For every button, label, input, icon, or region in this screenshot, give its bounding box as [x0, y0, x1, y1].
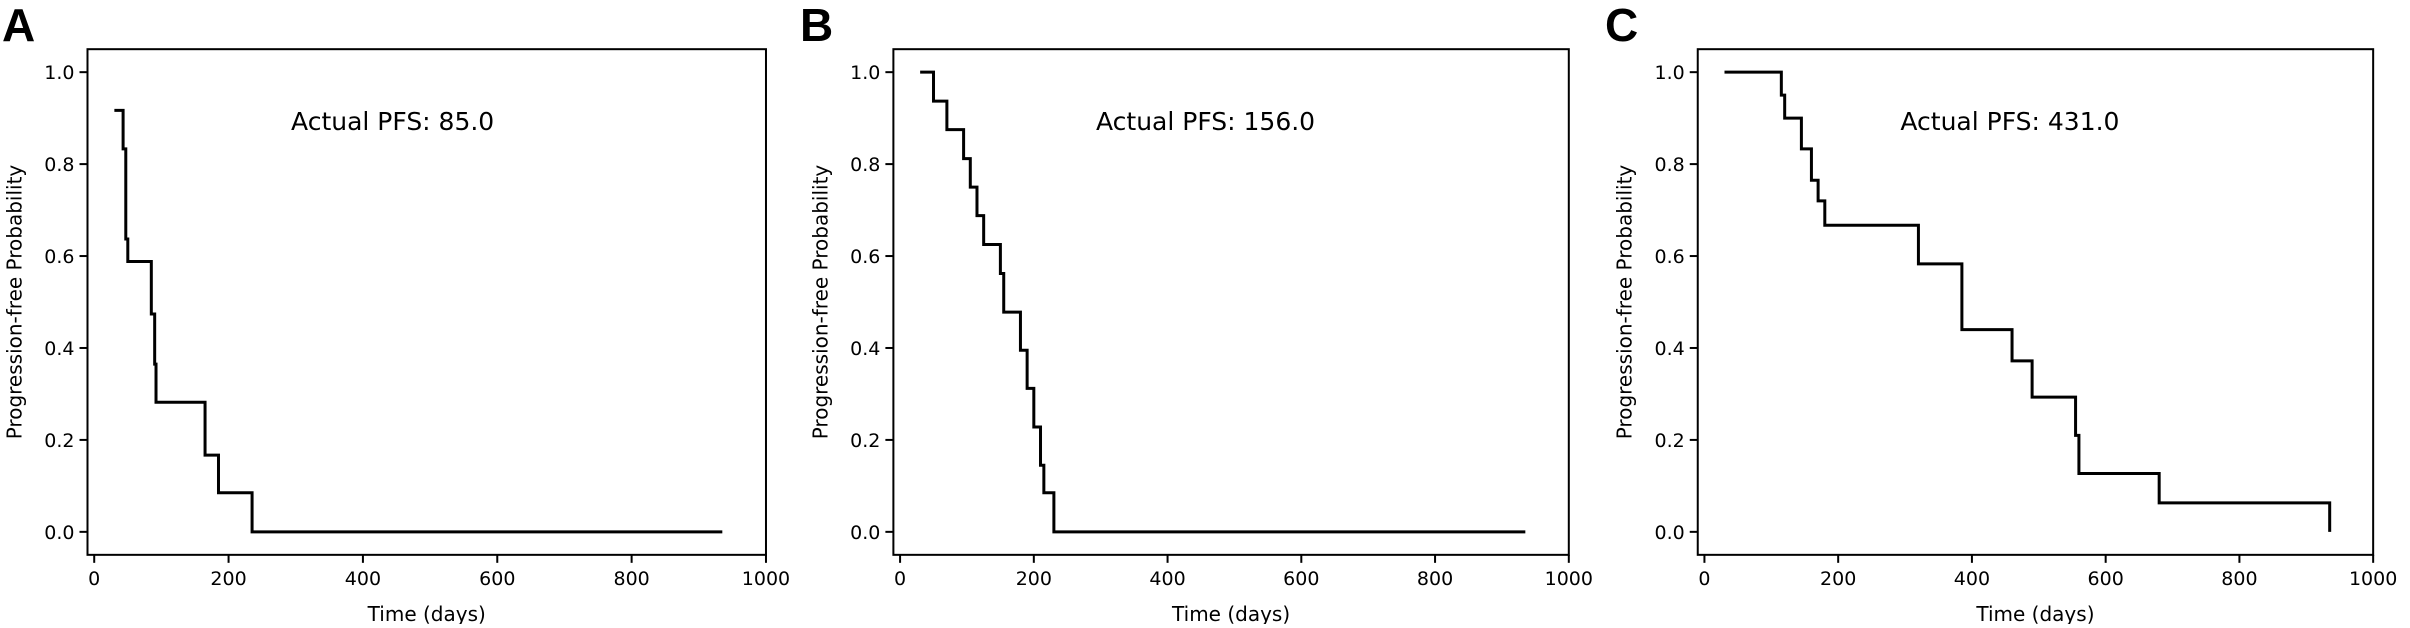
y-tick-label: 0.6	[1655, 246, 1685, 268]
y-tick-label: 0.2	[44, 430, 74, 452]
x-tick-label: 200	[1016, 568, 1052, 590]
km-chart-a: 0 200 400 600 800 1000 0.0 0.2 0.4 0.6 0.8 1.0 Time …	[0, 0, 800, 624]
y-tick-label: 1.0	[44, 62, 74, 84]
y-tick-label: 0.2	[1655, 430, 1685, 452]
y-tick-label: 0.2	[850, 430, 880, 452]
x-tick-label: 0	[894, 568, 906, 590]
y-axis-label: Progression-free Probability	[808, 165, 832, 440]
y-tick-label: 0.8	[850, 154, 880, 176]
y-tick-label: 0.4	[850, 338, 880, 360]
survival-curve	[920, 72, 1525, 532]
x-tick-label: 400	[345, 568, 381, 590]
x-tick-label: 200	[210, 568, 246, 590]
x-tick-label: 600	[479, 568, 515, 590]
y-tick-label: 0.0	[1655, 522, 1685, 544]
x-tick-label: 400	[1954, 568, 1990, 590]
x-tick-label: 800	[1417, 568, 1453, 590]
x-axis-label: Time (days)	[1171, 602, 1290, 624]
y-tick-label: 0.6	[44, 246, 74, 268]
km-chart-b: 0 200 400 600 800 1000 0.0 0.2 0.4 0.6 0.8 1.0 Time …	[800, 0, 1605, 624]
y-tick-label: 1.0	[850, 62, 880, 84]
y-tick-label: 1.0	[1655, 62, 1685, 84]
y-axis-label: Progression-free Probability	[2, 165, 26, 440]
x-tick-label: 600	[2088, 568, 2124, 590]
y-tick-label: 0.0	[850, 522, 880, 544]
x-axis-label: Time (days)	[367, 602, 486, 624]
x-tick-label: 600	[1283, 568, 1319, 590]
x-tick-label: 400	[1149, 568, 1185, 590]
actual-pfs-annotation: Actual PFS: 156.0	[1096, 107, 1315, 136]
x-tick-label: 0	[1698, 568, 1710, 590]
x-tick-label: 1000	[1545, 568, 1593, 590]
x-tick-label: 800	[613, 568, 649, 590]
panel-label-c: C	[1605, 2, 1638, 48]
x-tick-label: 200	[1820, 568, 1856, 590]
panel-label-b: B	[800, 2, 833, 48]
chart-panel-b: B 0 200 400 600 800 1000 0.0 0.2 0.4 0.6 0.8 1.0 Tim…	[800, 0, 1605, 624]
x-tick-label: 1000	[742, 568, 790, 590]
y-tick-label: 0.4	[1655, 338, 1685, 360]
y-tick-label: 0.0	[44, 522, 74, 544]
y-tick-label: 0.8	[1655, 154, 1685, 176]
survival-curve	[1724, 72, 2329, 532]
actual-pfs-annotation: Actual PFS: 431.0	[1900, 107, 2119, 136]
chart-panel-a: A 0 200 400 600 800 1000 0.0 0.2 0.4 0.6 0.8 1.0 Tim…	[0, 0, 800, 624]
y-axis-label: Progression-free Probability	[1613, 165, 1637, 440]
actual-pfs-annotation: Actual PFS: 85.0	[291, 107, 494, 136]
y-tick-label: 0.8	[44, 154, 74, 176]
chart-panel-c: C 0 200 400 600 800 1000 0.0 0.2 0.4 0.6 0.8 1.0 Tim…	[1605, 0, 2410, 624]
km-chart-c: 0 200 400 600 800 1000 0.0 0.2 0.4 0.6 0.8 1.0 Time …	[1605, 0, 2410, 624]
x-tick-label: 0	[88, 568, 100, 590]
survival-curve	[114, 110, 722, 532]
x-axis-label: Time (days)	[1975, 602, 2094, 624]
x-tick-label: 1000	[2349, 568, 2397, 590]
x-tick-label: 800	[2221, 568, 2257, 590]
y-tick-label: 0.4	[44, 338, 74, 360]
y-tick-label: 0.6	[850, 246, 880, 268]
panel-label-a: A	[2, 2, 35, 48]
